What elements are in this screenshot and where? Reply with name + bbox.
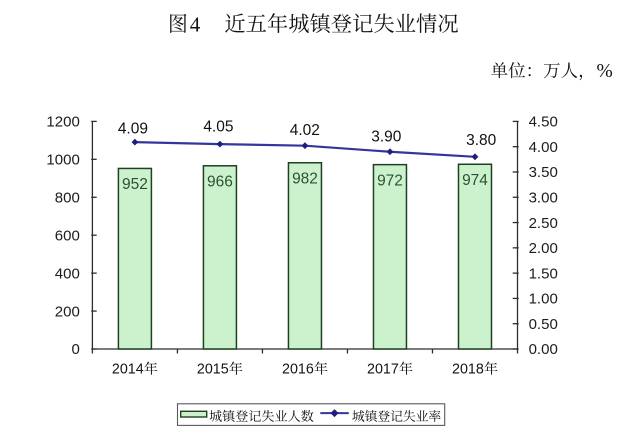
- svg-text:4.05: 4.05: [203, 118, 233, 135]
- svg-text:1.50: 1.50: [529, 265, 558, 282]
- svg-text:966: 966: [207, 174, 233, 191]
- svg-text:982: 982: [292, 170, 318, 187]
- svg-text:600: 600: [55, 227, 80, 244]
- svg-text:800: 800: [55, 190, 80, 207]
- svg-text:1.00: 1.00: [529, 291, 558, 308]
- svg-text:4.09: 4.09: [118, 121, 148, 138]
- svg-text:%: %: [597, 61, 613, 82]
- svg-text:3.00: 3.00: [529, 190, 558, 207]
- svg-text:0.50: 0.50: [529, 316, 558, 333]
- svg-text:2015: 2015: [197, 362, 229, 378]
- svg-text:4: 4: [190, 12, 201, 36]
- svg-text:2.50: 2.50: [529, 215, 558, 232]
- svg-text:3.50: 3.50: [529, 164, 558, 181]
- svg-text:2017: 2017: [367, 362, 399, 378]
- svg-text:4.00: 4.00: [529, 139, 558, 156]
- svg-text:1200: 1200: [46, 114, 79, 131]
- svg-text:400: 400: [55, 265, 80, 282]
- svg-text:952: 952: [122, 176, 148, 193]
- svg-text:3.80: 3.80: [466, 132, 497, 149]
- svg-text:0.00: 0.00: [529, 341, 558, 358]
- svg-text:3.90: 3.90: [371, 129, 402, 146]
- svg-text:2.00: 2.00: [529, 240, 558, 257]
- svg-text:2016: 2016: [282, 362, 314, 378]
- svg-text:200: 200: [55, 303, 80, 320]
- svg-text:0: 0: [71, 341, 79, 358]
- svg-text:4.02: 4.02: [290, 122, 320, 139]
- svg-text:974: 974: [462, 172, 488, 189]
- svg-text:2018: 2018: [452, 362, 484, 378]
- svg-text:2014: 2014: [112, 362, 144, 378]
- svg-text:972: 972: [377, 172, 403, 189]
- svg-text:1000: 1000: [46, 152, 79, 169]
- svg-text:4.50: 4.50: [529, 114, 558, 131]
